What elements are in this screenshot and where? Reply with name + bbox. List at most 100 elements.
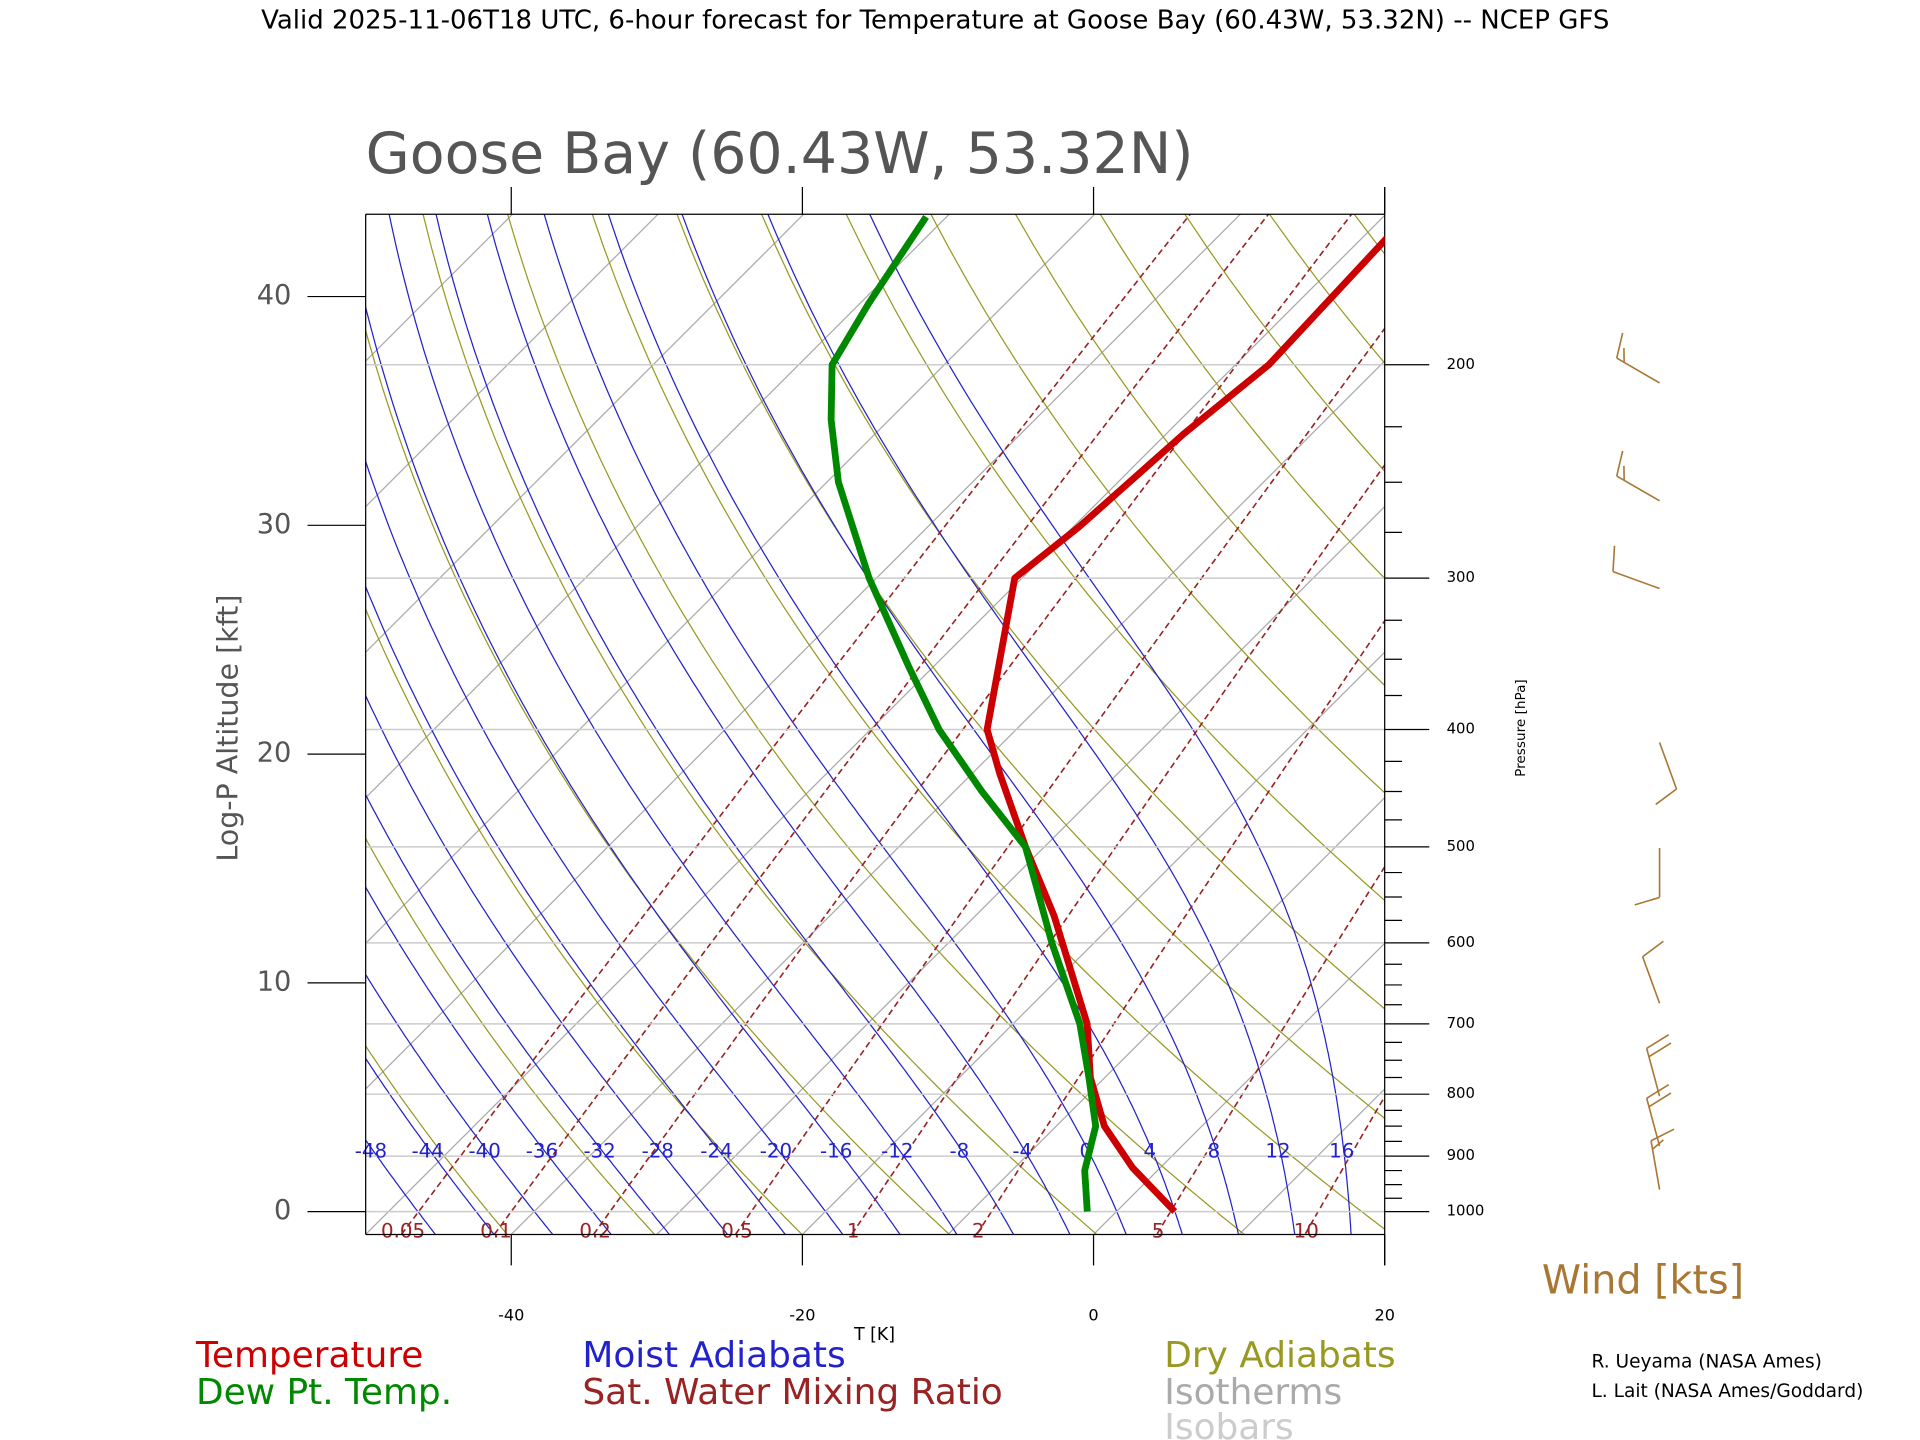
credit: R. Ueyama (NASA Ames): [1591, 1351, 1821, 1372]
dry-adiabat: [845, 214, 1385, 902]
mixing-ratio-label: 1: [847, 1220, 860, 1243]
y2-tick-label: 1000: [1447, 1202, 1485, 1220]
y2-tick-label: 900: [1447, 1146, 1475, 1164]
page-title: Valid 2025-11-06T18 UTC, 6-hour forecast…: [261, 6, 1609, 36]
moist-adiabat-label: -28: [642, 1140, 674, 1163]
credit: L. Lait (NASA Ames/Goddard): [1591, 1381, 1863, 1402]
wind-barb: [1615, 332, 1660, 384]
legend-entry: Temperature: [195, 1335, 423, 1376]
dry-adiabat: [0, 177, 366, 1242]
legend-entry: Dew Pt. Temp.: [196, 1372, 452, 1413]
wind-barb: [1634, 847, 1661, 906]
moist-adiabat: [365, 694, 729, 1235]
x-tick-label: -40: [498, 1306, 524, 1325]
isotherm: [947, 796, 1385, 1235]
moist-adiabat-label: -4: [1012, 1140, 1032, 1163]
dry-adiabat: [0, 177, 70, 1242]
dry-adiabat: [1742, 177, 1920, 1242]
y-tick-label: 0: [274, 1195, 291, 1226]
y2-tick-label: 800: [1447, 1084, 1475, 1102]
dry-adiabat: [1659, 177, 1920, 1242]
dry-adiabat: [1825, 177, 1920, 1242]
wind-barb: [1641, 940, 1664, 1004]
profile-line: [983, 235, 1385, 1214]
wind-barb: [1655, 742, 1678, 806]
mixing-ratio-label: 10: [1294, 1220, 1319, 1243]
y-tick-label: 30: [257, 509, 292, 540]
isotherm: [1676, 214, 1920, 1234]
legend-entry: Moist Adiabats: [582, 1335, 845, 1376]
moist-adiabat: [365, 1138, 437, 1235]
mixing-ratio-line: [850, 463, 1385, 1235]
dry-adiabat: [760, 214, 1385, 1010]
dry-adiabat: [1099, 214, 1385, 580]
moist-adiabat: [365, 1057, 495, 1235]
profile-line: [827, 215, 1100, 1212]
isotherm: [801, 651, 1385, 1235]
moist-adiabat: [365, 973, 554, 1235]
moist-adiabat-label: -32: [583, 1140, 615, 1163]
chart-title: Goose Bay (60.43W, 53.32N): [366, 121, 1194, 187]
mixing-ratio-label: 0.05: [381, 1220, 425, 1243]
y2-tick-label: 700: [1447, 1014, 1475, 1032]
y2-tick-label: 500: [1447, 837, 1475, 855]
legend-entry: Sat. Water Mixing Ratio: [582, 1372, 1002, 1413]
mixing-ratio-line: [400, 214, 1192, 1235]
mixing-ratio-line: [1304, 1095, 1385, 1235]
y-tick-label: 20: [257, 738, 292, 769]
isotherm: [1530, 214, 1920, 1234]
moist-adiabat-label: 8: [1208, 1140, 1221, 1163]
isotherm: [365, 214, 950, 799]
isotherm: [365, 214, 659, 508]
moist-adiabat-label: -12: [881, 1140, 913, 1163]
foreground: -48 -44 -40 -36 -32 -28 -24 -20 -16 -12 -8 -4 0 4 8 12 1…: [195, 186, 1678, 1440]
x-tick-label: 20: [1374, 1306, 1394, 1325]
dry-adiabat: [1014, 214, 1385, 687]
isotherm: [365, 214, 368, 217]
y2-tick-label: 300: [1447, 568, 1475, 586]
y2-axis-label: Pressure [hPa]: [1513, 679, 1529, 777]
x-tick-label: -20: [789, 1306, 815, 1325]
mixing-ratio-label: 0.5: [721, 1220, 752, 1243]
isotherm: [0, 214, 76, 1234]
wind-barb: [1615, 450, 1660, 502]
moist-adiabat-label: 16: [1329, 1140, 1354, 1163]
dry-adiabat: [1268, 214, 1385, 365]
isotherm: [1093, 942, 1385, 1235]
y-axis-label: Log-P Altitude [kft]: [211, 595, 244, 862]
moist-adiabat-label: -48: [355, 1140, 387, 1163]
y-tick-label: 40: [257, 280, 292, 311]
x-tick-label: 0: [1088, 1306, 1098, 1325]
y2-tick-label: 400: [1447, 719, 1475, 737]
dry-adiabat: [1410, 177, 1920, 1242]
wind-barb: [1650, 1128, 1675, 1190]
y2-tick-label: 200: [1447, 355, 1475, 373]
mixing-ratio-label: 0.1: [480, 1220, 511, 1243]
mixing-ratio-label: 0.2: [579, 1220, 610, 1243]
mixing-ratio-line: [592, 214, 1353, 1235]
dry-adiabat: [365, 1044, 509, 1235]
isotherm: [365, 214, 1241, 1090]
dry-adiabat: [676, 214, 1385, 1120]
wind-barb: [1645, 1034, 1672, 1097]
moist-adiabat: [388, 214, 958, 1235]
background-lines: [0, 177, 1920, 1242]
mixing-ratio-line: [975, 619, 1385, 1235]
moist-adiabat-label: -44: [412, 1140, 444, 1163]
isotherm: [365, 214, 1096, 945]
isotherm: [365, 214, 805, 654]
moist-adiabat-label: -8: [950, 1140, 970, 1163]
dry-adiabat: [1353, 214, 1385, 255]
moist-adiabat: [767, 214, 1296, 1235]
mixing-ratio-line: [493, 214, 1270, 1235]
wind-barb: [1612, 545, 1660, 590]
dry-adiabat: [1184, 214, 1385, 473]
moist-adiabat: [486, 214, 1071, 1235]
dry-adiabat: [507, 214, 1246, 1235]
mixing-ratio-label: 5: [1152, 1220, 1165, 1243]
mixing-ratio-label: 2: [972, 1220, 985, 1243]
legend-entry: Isotherms: [1164, 1372, 1342, 1413]
dry-adiabat: [1576, 177, 1920, 1242]
x-axis-label: T [K]: [853, 1325, 895, 1345]
